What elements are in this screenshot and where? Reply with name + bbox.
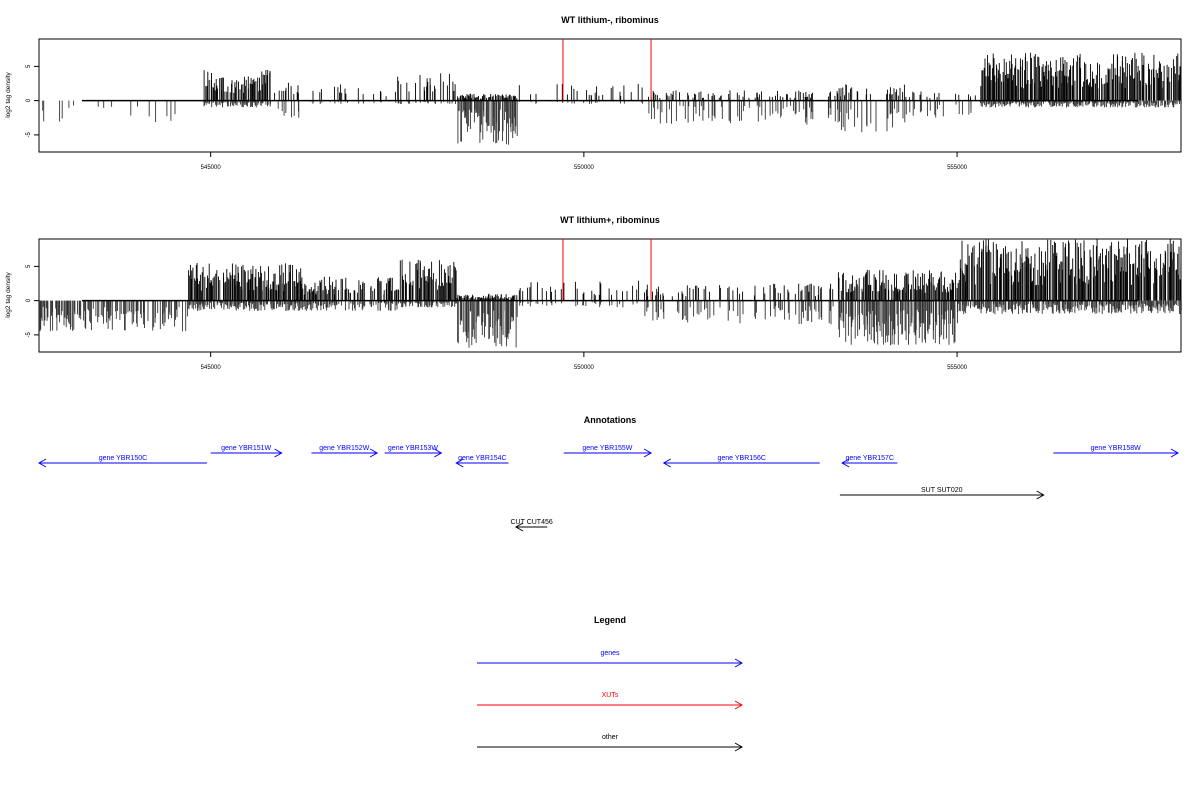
feature-label: gene YBR154C <box>458 455 507 462</box>
annotation-feature: gene YBR156C <box>662 455 820 468</box>
legend-items: genes XUTs other <box>477 650 744 752</box>
strand-arrowhead <box>37 458 47 468</box>
strand-arrowhead <box>274 448 283 458</box>
legend-entry-other: other <box>477 734 744 752</box>
feature-label: CUT CUT456 <box>510 519 552 526</box>
x-tick-label: 550000 <box>574 365 595 371</box>
x-tick-label: 555000 <box>947 365 968 371</box>
legend-entry-xuts: XUTs <box>477 692 744 710</box>
feature-label: gene YBR150C <box>99 455 148 462</box>
x-tick-label: 545000 <box>201 165 222 171</box>
track-lithium-plus: WT lithium+, ribominus log2 tag density … <box>5 215 1182 371</box>
strand-arrowhead <box>434 448 443 458</box>
feature-label: gene YBR153W <box>388 445 438 452</box>
y-tick-label: 5 <box>26 64 32 68</box>
legend-entry-genes: genes <box>477 650 744 668</box>
axes: 545000 550000 555000 -5 0 5 <box>26 64 968 171</box>
annotation-feature: gene YBR158W <box>1053 445 1180 458</box>
x-tick-label: 555000 <box>947 165 968 171</box>
annotation-feature: SUT SUT020 <box>839 487 1045 500</box>
legend-label: other <box>602 734 619 741</box>
strand-arrowhead <box>662 458 671 468</box>
density-bars <box>42 52 1182 145</box>
x-tick-label: 550000 <box>574 165 595 171</box>
feature-label: gene YBR158W <box>1091 445 1141 452</box>
track-title: WT lithium+, ribominus <box>560 215 660 225</box>
strand-arrowhead <box>455 458 464 468</box>
xut-highlight-bars <box>562 239 652 301</box>
feature-label: SUT SUT020 <box>921 487 963 494</box>
strand-arrowhead <box>643 448 653 458</box>
annotation-feature: gene YBR151W <box>210 445 283 458</box>
x-tick-label: 545000 <box>201 365 222 371</box>
annotation-feature: gene YBR157C <box>841 455 898 468</box>
y-tick-label: -5 <box>26 132 32 138</box>
legend-arrowhead <box>734 658 744 668</box>
y-tick-label: 0 <box>26 298 32 302</box>
annotation-feature: gene YBR153W <box>384 445 443 458</box>
y-axis-label: log2 tag density <box>5 271 12 317</box>
y-tick-label: -5 <box>26 332 32 338</box>
annotation-feature: CUT CUT456 <box>510 519 553 532</box>
y-tick-label: 0 <box>26 98 32 102</box>
strand-arrowhead <box>369 448 379 458</box>
y-tick-label: 5 <box>26 264 32 268</box>
feature-label: gene YBR156C <box>717 455 766 462</box>
density-bars <box>39 239 1182 348</box>
xut-highlight-bars <box>562 39 652 101</box>
feature-label: gene YBR151W <box>221 445 271 452</box>
annotations-title: Annotations <box>584 415 637 425</box>
feature-label: gene YBR157C <box>845 455 894 462</box>
feature-label: gene YBR152W <box>319 445 369 452</box>
annotation-feature: gene YBR152W <box>311 445 379 458</box>
strand-arrowhead <box>1170 448 1180 458</box>
legend-arrowhead <box>734 700 744 710</box>
annotation-feature: gene YBR154C <box>455 455 509 468</box>
strand-arrowhead <box>1036 490 1045 500</box>
annotation-feature: gene YBR150C <box>37 455 207 468</box>
legend-label: genes <box>600 650 620 657</box>
feature-label: gene YBR155W <box>582 445 632 452</box>
annotation-feature: gene YBR155W <box>563 445 653 458</box>
strand-arrowhead <box>514 522 524 532</box>
annotation-features: gene YBR150C gene YBR151W gene YBR152W gene… <box>37 445 1180 532</box>
track-lithium-minus: WT lithium-, ribominus log2 tag density … <box>5 15 1182 171</box>
legend-label: XUTs <box>602 692 619 699</box>
strand-arrowhead <box>841 458 850 468</box>
legend: Legend genes XUTs other <box>477 615 744 752</box>
axes: 545000 550000 555000 -5 0 5 <box>26 264 968 371</box>
y-axis-label: log2 tag density <box>5 71 12 117</box>
legend-title: Legend <box>594 615 626 625</box>
track-title: WT lithium-, ribominus <box>561 15 659 25</box>
legend-arrowhead <box>734 742 744 752</box>
